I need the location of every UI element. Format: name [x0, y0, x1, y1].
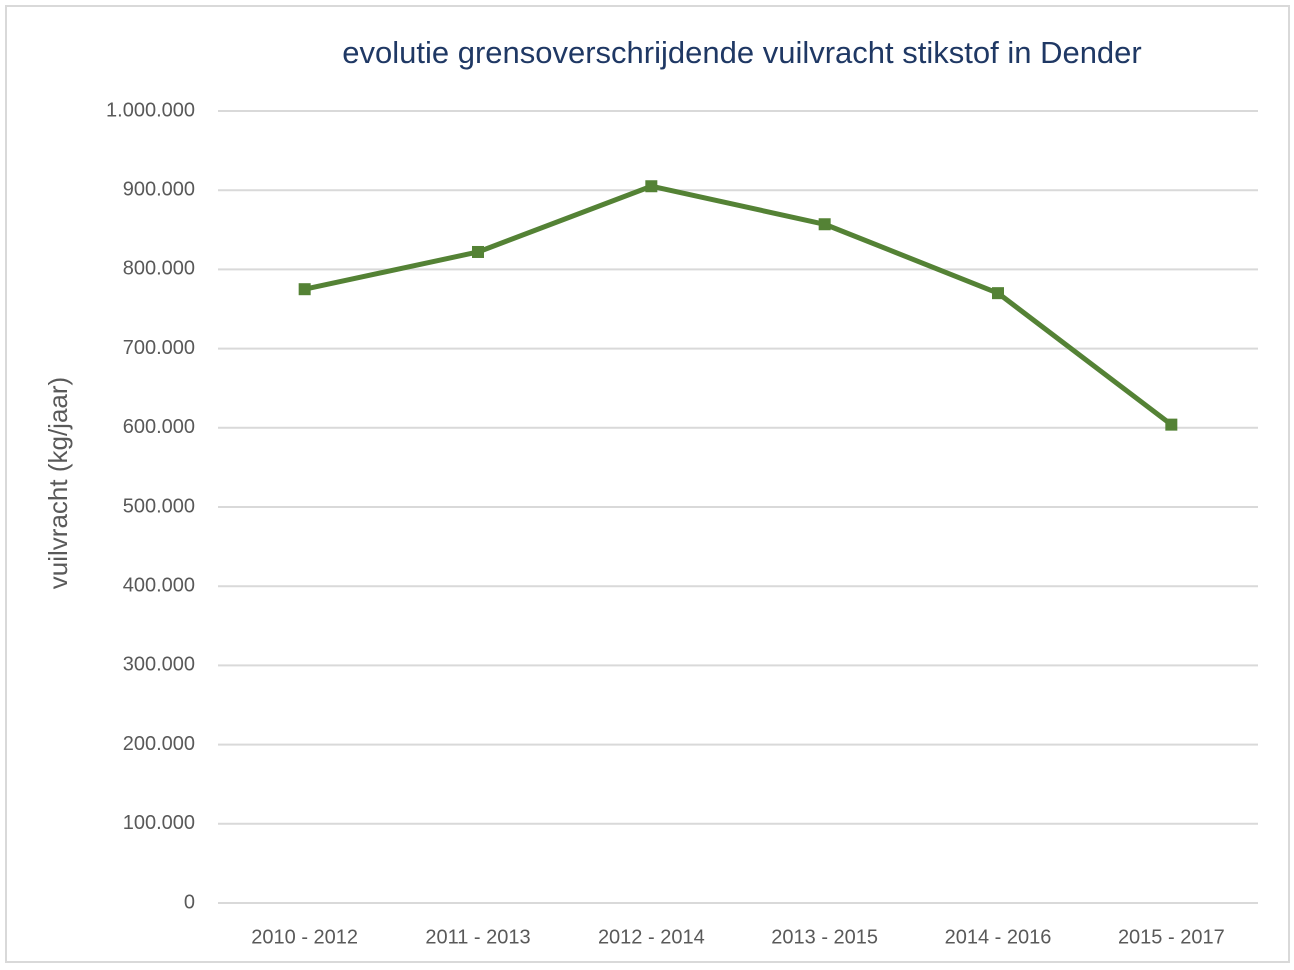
y-tick-label: 900.000: [123, 178, 195, 200]
marker: [472, 245, 484, 258]
x-tick-label: 2015 - 2017: [1118, 926, 1225, 948]
marker: [1165, 418, 1178, 431]
x-tick-label: 2014 - 2016: [945, 926, 1052, 948]
x-tick-label: 2012 - 2014: [598, 926, 705, 948]
y-tick-label: 100.000: [123, 812, 195, 834]
series-line: [304, 183, 1173, 427]
marker: [818, 218, 831, 231]
marker: [645, 180, 658, 193]
y-tick-label: 1.000.000: [106, 99, 195, 121]
marker: [298, 283, 311, 296]
x-tick-label: 2013 - 2015: [771, 926, 878, 948]
chart-title: evolutie grensoverschrijdende vuilvracht…: [342, 35, 1142, 70]
x-tick-label: 2010 - 2012: [251, 926, 358, 948]
y-tick-label: 400.000: [123, 574, 195, 596]
y-tick-label: 700.000: [123, 337, 195, 359]
y-tick-label: 300.000: [123, 654, 195, 676]
y-tick-label: 500.000: [123, 495, 195, 517]
y-tick-label: 800.000: [123, 258, 195, 280]
x-tick-label: 2011 - 2013: [425, 926, 530, 948]
marker: [992, 287, 1004, 300]
y-tick-label: 200.000: [123, 733, 195, 755]
chart-border: [5, 5, 1290, 963]
y-axis-label: vuilvracht (kg/jaar): [43, 377, 73, 589]
y-tick-label: 0: [184, 891, 195, 913]
y-tick-label: 600.000: [123, 416, 195, 438]
